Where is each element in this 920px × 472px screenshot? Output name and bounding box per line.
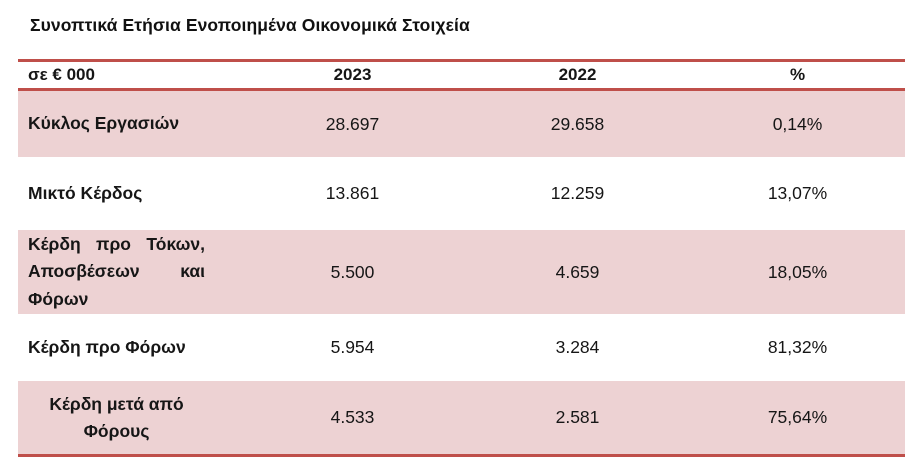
column-header-2022: 2022 [465,60,690,90]
table-row-ebitda: Κέρδη προ Τόκων, Αποσβέσεων και Φόρων 5.… [18,230,905,314]
page-title: Συνοπτικά Ετήσια Ενοποιημένα Οικονομικά … [30,15,470,35]
table-row-profit-before-tax: Κέρδη προ Φόρων 5.954 3.284 81,32% [18,314,905,381]
table-row-turnover: Κύκλος Εργασιών 28.697 29.658 0,14% [18,89,905,157]
value-2022: 29.658 [550,113,605,134]
table-row-gross-profit: Μικτό Κέρδος 13.861 12.259 13,07% [18,157,905,230]
column-header-percent: % [690,60,905,90]
value-2022: 3.284 [555,337,600,357]
value-2023: 13.861 [325,183,380,203]
table-header-row: σε € 000 2023 2022 % [18,60,905,90]
row-label: Κέρδη προ Φόρων [28,336,186,357]
row-label: Κέρδη μετά από Φόρους [49,394,184,441]
value-2023: 4.533 [330,407,375,427]
value-2022: 2.581 [555,407,600,427]
document-page: Συνοπτικά Ετήσια Ενοποιημένα Οικονομικά … [0,15,920,472]
percent-change: 0,14% [772,113,823,134]
value-2023: 5.500 [330,261,375,282]
column-header-unit: σε € 000 [18,60,240,90]
table-row-profit-after-tax: Κέρδη μετά από Φόρους 4.533 2.581 75,64% [18,381,905,456]
row-label: Κέρδη προ Τόκων, Αποσβέσεων και Φόρων [28,234,205,309]
percent-change: 75,64% [767,407,828,427]
column-header-2023: 2023 [240,60,465,90]
row-label: Μικτό Κέρδος [28,182,143,203]
percent-change: 81,32% [767,337,828,357]
percent-change: 13,07% [767,183,828,203]
value-2022: 4.659 [555,261,600,282]
financial-summary-table: σε € 000 2023 2022 % Κύκλος Εργασιών 28.… [18,59,905,457]
value-2022: 12.259 [550,183,605,203]
row-label: Κύκλος Εργασιών [28,113,180,134]
percent-change: 18,05% [767,261,828,282]
value-2023: 28.697 [325,113,380,134]
value-2023: 5.954 [330,337,375,357]
